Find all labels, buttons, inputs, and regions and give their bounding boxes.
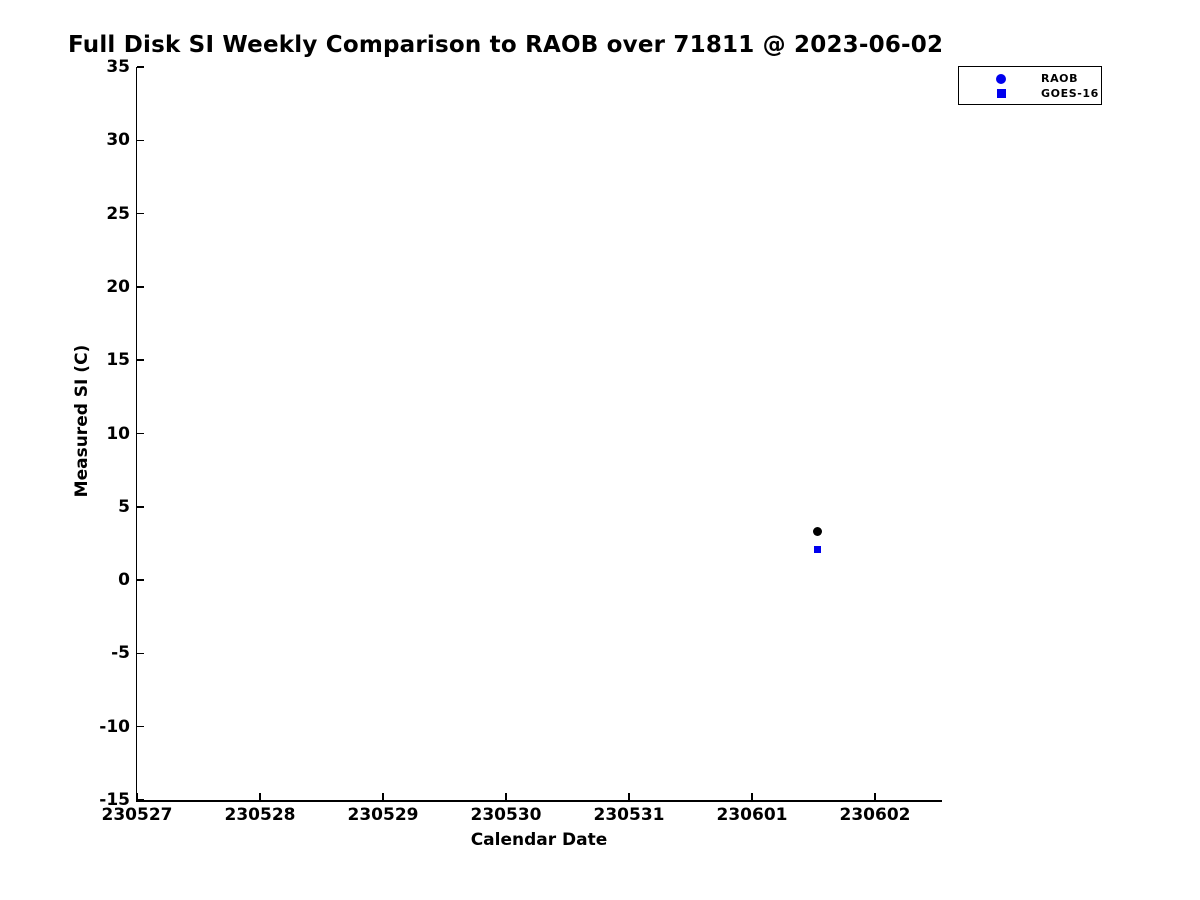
y-tick-label: 20 (106, 276, 130, 297)
legend-label-raob: RAOB (1041, 72, 1079, 85)
y-tick (137, 579, 144, 581)
x-tick (382, 793, 384, 800)
y-tick (137, 799, 144, 801)
y-tick (137, 212, 144, 215)
y-tick-label: 15 (106, 350, 130, 371)
x-axis-label: Calendar Date (470, 830, 608, 850)
y-tick (137, 432, 144, 435)
x-tick-label: 230529 (347, 805, 419, 825)
raob-circle-icon (996, 73, 1006, 84)
x-tick-label: 230601 (716, 805, 788, 825)
goes16-square-icon (996, 89, 1006, 98)
x-tick (628, 793, 630, 800)
legend-entry-goes16: GOES-16 (959, 86, 1101, 101)
y-tick-label: 30 (106, 130, 130, 151)
y-tick-label: 0 (118, 570, 130, 591)
x-tick (259, 793, 261, 800)
x-tick-label: 230531 (593, 805, 665, 825)
legend-entry-raob: RAOB (959, 71, 1101, 86)
x-tick (505, 793, 507, 800)
y-tick-label: -5 (111, 643, 130, 664)
y-tick (137, 506, 144, 508)
x-tick-label: 230602 (839, 805, 911, 825)
x-axis-spine (135, 800, 942, 802)
x-tick-label: 230527 (101, 805, 173, 825)
legend-marker-box (995, 88, 1007, 100)
y-tick-label: -10 (99, 716, 130, 737)
chart-title: Full Disk SI Weekly Comparison to RAOB o… (68, 32, 944, 58)
y-tick-label: 5 (118, 496, 130, 517)
x-tick-label: 230530 (470, 805, 542, 825)
x-tick (874, 793, 876, 800)
y-tick-label: -15 (99, 790, 130, 810)
legend-marker-box (995, 73, 1007, 85)
legend: RAOB GOES-16 (958, 66, 1102, 105)
y-tick (137, 286, 144, 288)
data-point-raob (812, 527, 822, 537)
y-tick (137, 652, 144, 655)
y-tick (137, 359, 144, 361)
y-tick-label: 10 (106, 423, 130, 444)
data-point-goes-16 (813, 545, 821, 553)
x-tick-label: 230528 (224, 805, 296, 825)
y-tick (137, 139, 144, 142)
legend-label-goes16: GOES-16 (1041, 87, 1099, 100)
y-tick (137, 725, 144, 728)
x-tick (136, 793, 138, 800)
x-tick (751, 793, 753, 800)
y-axis-spine (135, 67, 137, 802)
y-tick-label: 35 (106, 57, 130, 77)
y-tick (137, 66, 144, 68)
y-tick-label: 25 (106, 203, 130, 224)
